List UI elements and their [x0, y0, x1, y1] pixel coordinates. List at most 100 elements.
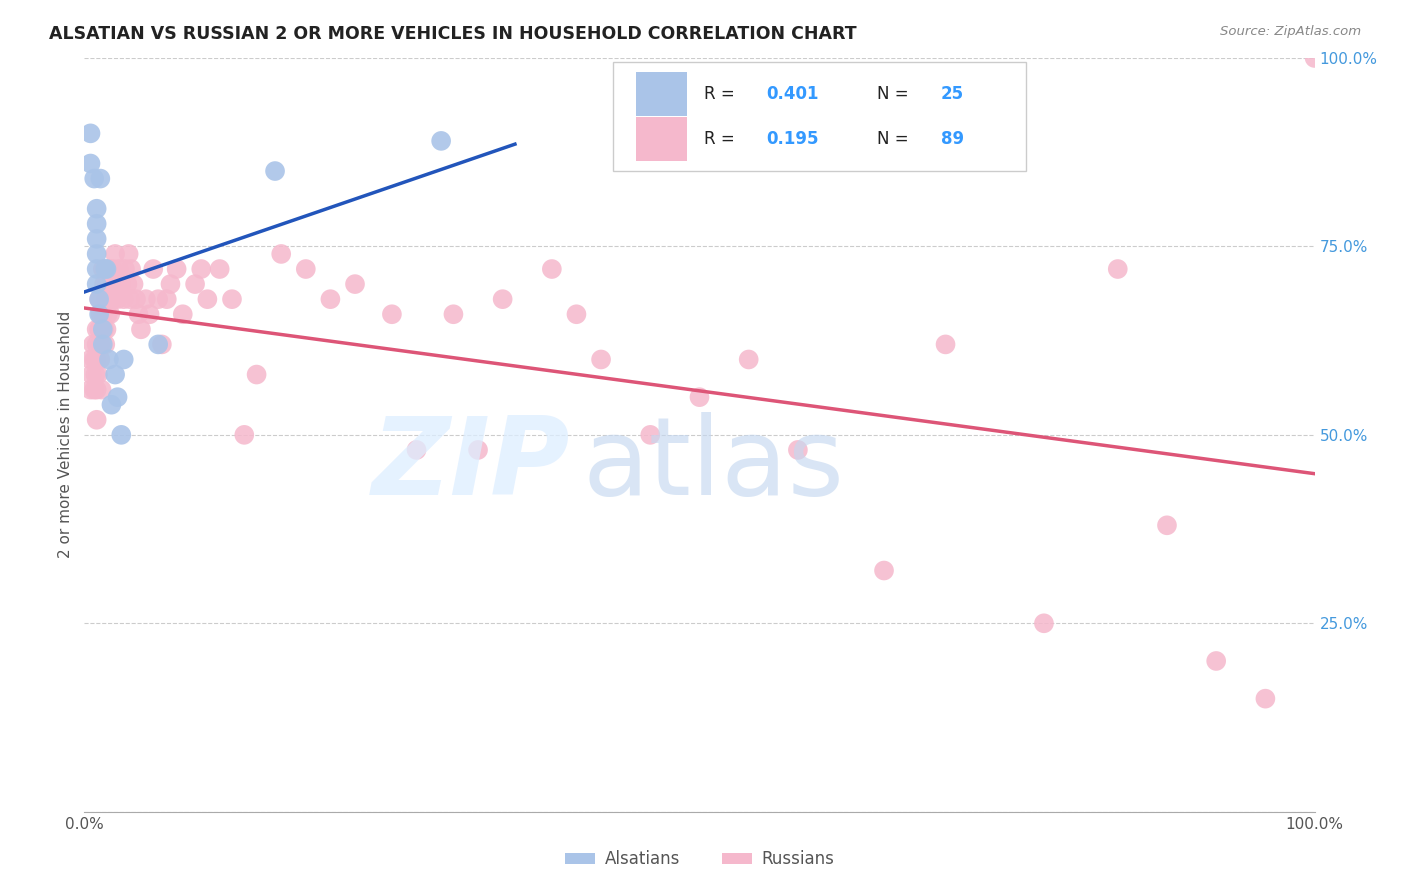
Point — [91, 337, 114, 351]
Text: N =: N = — [877, 85, 914, 103]
Point — [79, 127, 101, 141]
Point — [148, 292, 170, 306]
Point — [105, 277, 128, 292]
Point — [89, 307, 111, 321]
Point — [93, 277, 115, 292]
Point — [82, 337, 104, 351]
Point — [381, 307, 404, 321]
Point — [91, 262, 114, 277]
Text: 0.401: 0.401 — [766, 85, 818, 103]
Point — [100, 277, 122, 292]
Point — [142, 262, 165, 277]
Point — [738, 352, 761, 367]
Point — [86, 413, 108, 427]
Point — [233, 428, 256, 442]
Point — [443, 307, 465, 321]
Point — [1033, 616, 1056, 631]
Point — [89, 171, 111, 186]
Point — [83, 383, 105, 397]
Point — [128, 307, 150, 321]
Point — [118, 292, 141, 306]
Point — [565, 307, 588, 321]
Point — [79, 352, 101, 367]
Point — [98, 292, 121, 306]
Point — [873, 564, 896, 578]
Point — [101, 262, 124, 277]
Text: 89: 89 — [941, 129, 963, 148]
Point — [190, 262, 212, 277]
Point — [86, 337, 108, 351]
Point — [295, 262, 318, 277]
Text: R =: R = — [704, 85, 741, 103]
Point — [640, 428, 662, 442]
Point — [89, 352, 111, 367]
Point — [103, 292, 125, 306]
Point — [156, 292, 179, 306]
Point — [79, 156, 101, 170]
Point — [108, 262, 131, 277]
Point — [264, 164, 287, 178]
Point — [96, 277, 118, 292]
Point — [467, 442, 489, 457]
Point — [125, 292, 148, 306]
Point — [122, 277, 145, 292]
Point — [1107, 262, 1129, 277]
Legend: Alsatians, Russians: Alsatians, Russians — [558, 844, 841, 875]
Point — [1303, 51, 1326, 65]
Point — [98, 352, 121, 367]
Point — [112, 352, 135, 367]
Point — [86, 322, 108, 336]
Point — [184, 277, 207, 292]
Point — [94, 337, 117, 351]
Point — [89, 307, 111, 321]
Text: atlas: atlas — [582, 412, 845, 518]
Point — [93, 322, 115, 336]
Point — [89, 292, 111, 306]
Point — [84, 368, 107, 382]
Point — [100, 398, 122, 412]
Point — [96, 262, 118, 277]
Point — [208, 262, 231, 277]
Point — [541, 262, 564, 277]
Text: ALSATIAN VS RUSSIAN 2 OR MORE VEHICLES IN HOUSEHOLD CORRELATION CHART: ALSATIAN VS RUSSIAN 2 OR MORE VEHICLES I… — [49, 25, 856, 43]
Point — [97, 307, 120, 321]
Text: Source: ZipAtlas.com: Source: ZipAtlas.com — [1220, 25, 1361, 38]
Point — [172, 307, 194, 321]
Point — [110, 428, 132, 442]
Point — [197, 292, 219, 306]
Point — [98, 262, 121, 277]
Point — [86, 262, 108, 277]
Point — [98, 307, 121, 321]
Point — [86, 232, 108, 246]
Point — [135, 292, 157, 306]
Point — [405, 442, 427, 457]
Point — [80, 368, 103, 382]
Text: R =: R = — [704, 129, 741, 148]
Point — [787, 442, 810, 457]
Point — [87, 368, 110, 382]
Point — [159, 277, 181, 292]
Point — [166, 262, 188, 277]
Point — [86, 352, 108, 367]
Point — [319, 292, 342, 306]
FancyBboxPatch shape — [613, 62, 1025, 171]
Point — [104, 247, 127, 261]
Point — [83, 352, 105, 367]
Point — [129, 322, 152, 336]
Point — [90, 383, 112, 397]
Bar — [636, 72, 688, 116]
Point — [689, 390, 711, 404]
Point — [96, 322, 118, 336]
Point — [107, 292, 129, 306]
Point — [1205, 654, 1227, 668]
Text: N =: N = — [877, 129, 914, 148]
Point — [430, 134, 453, 148]
Point — [150, 337, 173, 351]
Point — [344, 277, 367, 292]
Point — [86, 383, 108, 397]
Bar — [636, 117, 688, 161]
Point — [148, 337, 170, 351]
Point — [935, 337, 957, 351]
Point — [86, 247, 108, 261]
Point — [120, 262, 142, 277]
